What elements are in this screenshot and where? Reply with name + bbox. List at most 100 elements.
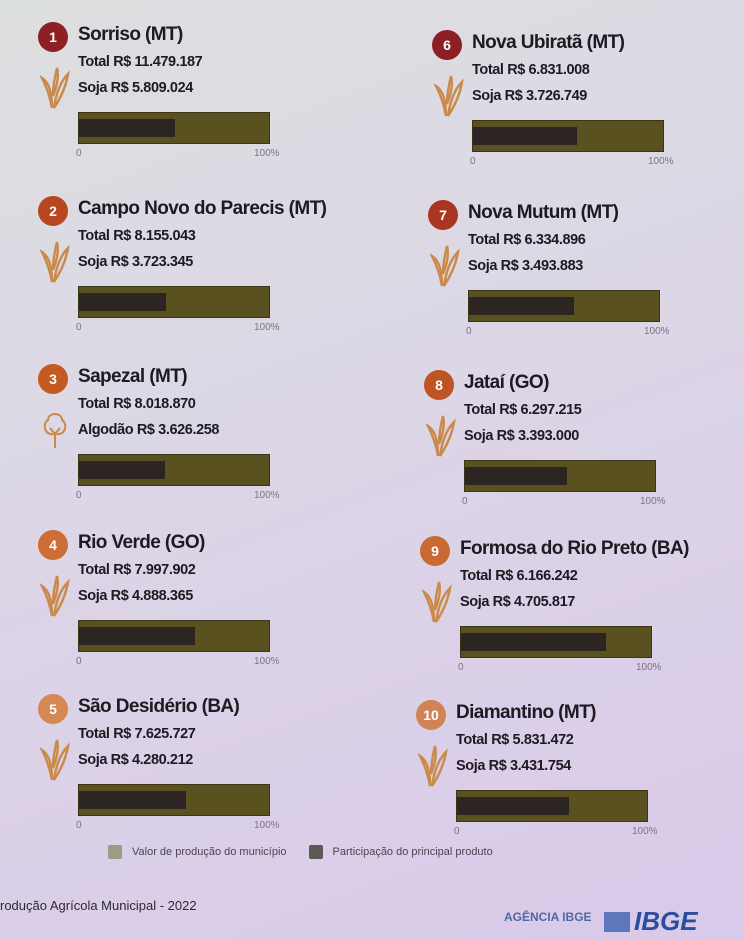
ranking-item: 8 Jataí (GO) Total R$ 6.297.215 Soja R$ … xyxy=(424,370,744,530)
total-bar xyxy=(472,120,664,152)
ibge-logo-icon xyxy=(604,912,630,932)
rank-badge: 3 xyxy=(38,364,68,394)
soybean-icon xyxy=(428,244,460,288)
total-bar xyxy=(78,784,270,816)
product-value: Soja R$ 4.705.817 xyxy=(460,594,575,610)
total-value: Total R$ 6.831.008 xyxy=(472,62,590,78)
soybean-icon xyxy=(432,74,464,118)
product-share-bar xyxy=(457,797,569,815)
tick-label-100: 100% xyxy=(254,820,280,831)
ranking-item: 7 Nova Mutum (MT) Total R$ 6.334.896 Soj… xyxy=(428,200,744,360)
legend-swatch-total xyxy=(108,845,122,859)
soybean-icon xyxy=(38,574,70,618)
total-value: Total R$ 7.625.727 xyxy=(78,726,196,742)
total-value: Total R$ 6.334.896 xyxy=(468,232,586,248)
tick-label-0: 0 xyxy=(76,322,82,333)
soybean-icon xyxy=(38,240,70,284)
tick-label-100: 100% xyxy=(644,326,670,337)
legend-item-product: Participação do principal produto xyxy=(308,845,493,859)
tick-label-0: 0 xyxy=(466,326,472,337)
tick-label-100: 100% xyxy=(254,490,280,501)
rank-badge: 10 xyxy=(416,700,446,730)
legend-item-total: Valor de produção do município xyxy=(108,845,287,859)
municipality-name: Nova Mutum (MT) xyxy=(468,202,619,223)
rank-badge: 5 xyxy=(38,694,68,724)
municipality-name: Campo Novo do Parecis (MT) xyxy=(78,198,327,219)
rank-badge: 8 xyxy=(424,370,454,400)
agencia-ibge-logo: AGÊNCIA IBGE xyxy=(504,910,592,924)
total-value: Total R$ 6.297.215 xyxy=(464,402,582,418)
legend-label-product: Participação do principal produto xyxy=(332,845,493,858)
product-share-bar xyxy=(461,633,606,651)
product-share-bar xyxy=(465,467,568,485)
tick-label-0: 0 xyxy=(76,148,82,159)
tick-label-100: 100% xyxy=(254,322,280,333)
municipality-name: Rio Verde (GO) xyxy=(78,532,205,553)
tick-label-100: 100% xyxy=(632,826,658,837)
product-share-bar xyxy=(79,461,165,479)
soybean-icon xyxy=(38,738,70,782)
total-bar xyxy=(78,454,270,486)
soybean-icon xyxy=(420,580,452,624)
tick-label-0: 0 xyxy=(458,662,464,673)
total-bar xyxy=(78,286,270,318)
tick-label-0: 0 xyxy=(76,656,82,667)
municipality-name: Formosa do Rio Preto (BA) xyxy=(460,538,689,559)
product-share-bar xyxy=(79,791,186,809)
product-share-bar xyxy=(79,627,196,645)
tick-label-0: 0 xyxy=(454,826,460,837)
soybean-icon xyxy=(424,414,456,458)
tick-label-100: 100% xyxy=(640,496,666,507)
product-value: Soja R$ 3.726.749 xyxy=(472,88,587,104)
ranking-item: 10 Diamantino (MT) Total R$ 5.831.472 So… xyxy=(416,700,736,860)
soybean-icon xyxy=(38,66,70,110)
cotton-icon xyxy=(40,408,70,452)
rank-badge: 6 xyxy=(432,30,462,60)
product-value: Soja R$ 3.393.000 xyxy=(464,428,579,444)
product-value: Soja R$ 5.809.024 xyxy=(78,80,193,96)
rank-badge: 7 xyxy=(428,200,458,230)
municipality-name: Jataí (GO) xyxy=(464,372,549,393)
ranking-item: 9 Formosa do Rio Preto (BA) Total R$ 6.1… xyxy=(420,536,740,696)
tick-label-0: 0 xyxy=(470,156,476,167)
tick-label-100: 100% xyxy=(254,656,280,667)
total-bar xyxy=(78,620,270,652)
municipality-name: Nova Ubiratã (MT) xyxy=(472,32,625,53)
total-value: Total R$ 8.018.870 xyxy=(78,396,196,412)
municipality-name: São Desidério (BA) xyxy=(78,696,240,717)
municipality-name: Sapezal (MT) xyxy=(78,366,188,387)
rank-badge: 1 xyxy=(38,22,68,52)
ranking-item: 1 Sorriso (MT) Total R$ 11.479.187 Soja … xyxy=(38,22,358,182)
tick-label-100: 100% xyxy=(254,148,280,159)
tick-label-0: 0 xyxy=(462,496,468,507)
tick-label-0: 0 xyxy=(76,820,82,831)
product-share-bar xyxy=(473,127,577,145)
municipality-name: Diamantino (MT) xyxy=(456,702,596,723)
product-share-bar xyxy=(469,297,574,315)
product-value: Algodão R$ 3.626.258 xyxy=(78,422,220,438)
total-value: Total R$ 11.479.187 xyxy=(78,54,203,70)
ibge-logo: IBGE xyxy=(634,906,698,936)
legend-swatch-product xyxy=(308,845,323,859)
product-value: Soja R$ 3.723.345 xyxy=(78,254,193,270)
total-value: Total R$ 5.831.472 xyxy=(456,732,574,748)
ranking-item: 5 São Desidério (BA) Total R$ 7.625.727 … xyxy=(38,694,358,854)
tick-label-100: 100% xyxy=(648,156,674,167)
total-value: Total R$ 8.155.043 xyxy=(78,228,196,244)
rank-badge: 9 xyxy=(420,536,450,566)
ranking-item: 6 Nova Ubiratã (MT) Total R$ 6.831.008 S… xyxy=(432,30,744,190)
ranking-item: 3 Sapezal (MT) Total R$ 8.018.870 Algodã… xyxy=(38,364,358,524)
legend-label-total: Valor de produção do município xyxy=(132,845,287,858)
product-value: Soja R$ 3.431.754 xyxy=(456,758,571,774)
rank-badge: 2 xyxy=(38,196,68,226)
total-bar xyxy=(456,790,648,822)
product-value: Soja R$ 3.493.883 xyxy=(468,258,583,274)
ranking-item: 4 Rio Verde (GO) Total R$ 7.997.902 Soja… xyxy=(38,530,358,690)
product-share-bar xyxy=(79,293,166,311)
total-bar xyxy=(468,290,660,322)
rank-badge: 4 xyxy=(38,530,68,560)
total-bar xyxy=(464,460,656,492)
ranking-item: 2 Campo Novo do Parecis (MT) Total R$ 8.… xyxy=(38,196,358,356)
tick-label-0: 0 xyxy=(76,490,82,501)
legend: Valor de produção do município Participa… xyxy=(108,845,493,859)
